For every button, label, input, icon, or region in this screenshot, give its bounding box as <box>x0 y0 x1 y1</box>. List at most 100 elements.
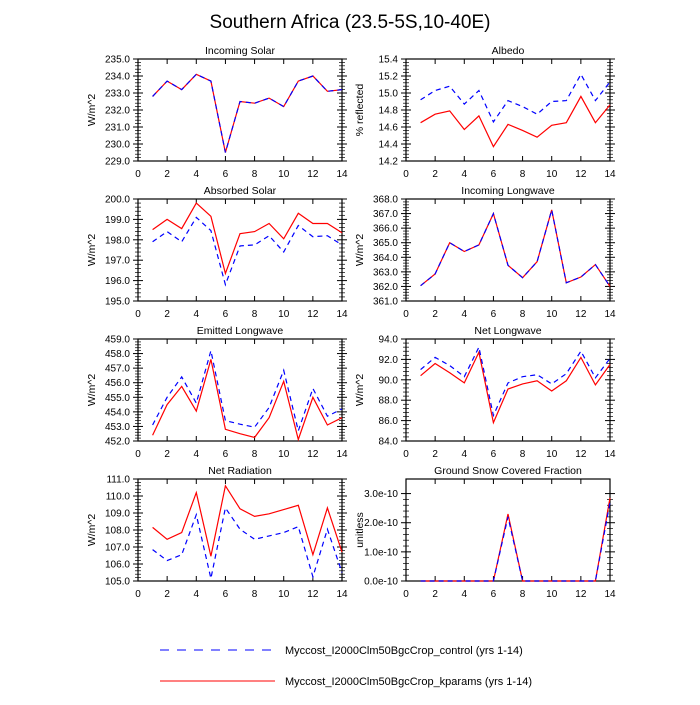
y-tick-label: 14.4 <box>379 140 399 151</box>
y-tick-label: 232.0 <box>105 106 130 117</box>
x-tick-label: 10 <box>278 169 290 180</box>
y-tick-label: 235.0 <box>105 55 130 66</box>
plot-frame <box>405 478 611 582</box>
x-tick-label: 0 <box>403 589 409 600</box>
y-tick-label: 108.0 <box>105 526 130 537</box>
x-tick-label: 12 <box>575 169 587 180</box>
x-tick-label: 14 <box>604 589 616 600</box>
series-line-control <box>420 73 611 124</box>
y-tick-label: 88.0 <box>379 396 399 407</box>
y-tick-label: 364.0 <box>373 253 398 264</box>
x-tick-label: 6 <box>491 589 497 600</box>
y-tick-label: 231.0 <box>105 123 130 134</box>
x-tick-label: 0 <box>135 449 141 460</box>
panel-incoming-longwave: Incoming Longwave W/m^2 0 2 4 6 8 10 12 14 361.0 36… <box>354 185 616 320</box>
y-tick-label: 94.0 <box>379 335 399 346</box>
y-axis-label: W/m^2 <box>354 374 366 407</box>
x-tick-label: 0 <box>403 309 409 320</box>
y-axis-label: W/m^2 <box>86 374 98 407</box>
y-tick-label: 233.0 <box>105 89 130 100</box>
x-tick-label: 14 <box>604 309 616 320</box>
plot-frame <box>137 58 343 162</box>
panel-ground-snow-covered-fraction: Ground Snow Covered Fraction unitless 0 2 4 6… <box>354 465 616 600</box>
plot-frame <box>405 338 611 442</box>
x-tick-label: 6 <box>223 589 229 600</box>
x-tick-label: 2 <box>164 309 170 320</box>
series-line-control <box>152 350 343 433</box>
y-tick-label: 90.0 <box>379 375 399 386</box>
x-tick-label: 4 <box>462 589 468 600</box>
panel-title: Incoming Solar <box>205 45 276 57</box>
x-tick-label: 2 <box>164 589 170 600</box>
y-tick-label: 457.0 <box>105 364 130 375</box>
series-line-kparams <box>152 73 343 153</box>
x-tick-label: 2 <box>164 169 170 180</box>
x-tick-label: 4 <box>194 449 200 460</box>
x-tick-label: 10 <box>546 449 558 460</box>
y-axis-label: W/m^2 <box>86 234 98 267</box>
x-tick-label: 0 <box>403 169 409 180</box>
panel-title: Net Longwave <box>474 325 541 337</box>
series-line-kparams <box>420 95 611 148</box>
series-line-kparams <box>152 484 343 557</box>
y-tick-label: 458.0 <box>105 349 130 360</box>
y-tick-label: 92.0 <box>379 355 399 366</box>
x-tick-label: 6 <box>223 169 229 180</box>
y-axis-label: W/m^2 <box>86 94 98 127</box>
y-tick-label: 197.0 <box>105 256 130 267</box>
x-tick-label: 2 <box>432 449 438 460</box>
y-tick-label: 196.0 <box>105 276 130 287</box>
legend: Myccost_I2000Clm50BgcCrop_control (yrs 1… <box>160 645 532 688</box>
y-tick-label: 15.0 <box>379 89 399 100</box>
y-tick-label: 362.0 <box>373 282 398 293</box>
x-tick-label: 14 <box>336 169 348 180</box>
series-line-control <box>420 502 611 582</box>
y-tick-label: 14.8 <box>379 106 399 117</box>
y-tick-label: 234.0 <box>105 72 130 83</box>
x-tick-label: 2 <box>432 309 438 320</box>
x-tick-label: 2 <box>164 449 170 460</box>
x-tick-label: 4 <box>462 449 468 460</box>
x-tick-label: 6 <box>491 449 497 460</box>
y-tick-label: 2.0e-10 <box>364 518 398 529</box>
x-tick-label: 10 <box>278 589 290 600</box>
x-tick-label: 2 <box>432 589 438 600</box>
plot-frame <box>137 338 343 442</box>
panel-net-radiation: Net Radiation W/m^2 0 2 4 6 8 10 12 14 105.0 106.0 1… <box>86 465 348 600</box>
series-line-control <box>420 345 611 418</box>
series-line-control <box>152 216 343 287</box>
y-tick-label: 452.0 <box>105 437 130 448</box>
x-tick-label: 4 <box>194 589 200 600</box>
y-tick-label: 367.0 <box>373 209 398 220</box>
x-tick-label: 4 <box>462 309 468 320</box>
x-tick-label: 8 <box>520 449 526 460</box>
x-tick-label: 10 <box>546 169 558 180</box>
x-tick-label: 10 <box>278 449 290 460</box>
plot-frame <box>137 198 343 302</box>
y-tick-label: 14.6 <box>379 123 399 134</box>
y-tick-label: 105.0 <box>105 577 130 588</box>
y-tick-label: 453.0 <box>105 422 130 433</box>
series-line-control <box>152 506 343 579</box>
panel-title: Net Radiation <box>208 465 272 477</box>
x-tick-label: 10 <box>278 309 290 320</box>
x-tick-label: 0 <box>135 589 141 600</box>
x-tick-label: 8 <box>252 169 258 180</box>
x-tick-label: 0 <box>135 309 141 320</box>
legend-label-kparams: Myccost_I2000Clm50BgcCrop_kparams (yrs 1… <box>285 676 532 688</box>
y-tick-label: 15.2 <box>379 72 399 83</box>
y-tick-label: 455.0 <box>105 393 130 404</box>
panel-emitted-longwave: Emitted Longwave W/m^2 0 2 4 6 8 10 12 14 452.0 453… <box>86 325 348 460</box>
y-tick-label: 14.2 <box>379 157 399 168</box>
x-tick-label: 8 <box>252 309 258 320</box>
plot-frame <box>405 58 611 162</box>
plot-frame <box>405 198 611 302</box>
series-line-control <box>420 209 611 287</box>
x-tick-label: 4 <box>194 169 200 180</box>
y-axis-label: W/m^2 <box>354 234 366 267</box>
series-line-kparams <box>420 350 611 425</box>
y-tick-label: 1.0e-10 <box>364 547 398 558</box>
x-tick-label: 0 <box>403 449 409 460</box>
x-tick-label: 0 <box>135 169 141 180</box>
y-tick-label: 459.0 <box>105 335 130 346</box>
